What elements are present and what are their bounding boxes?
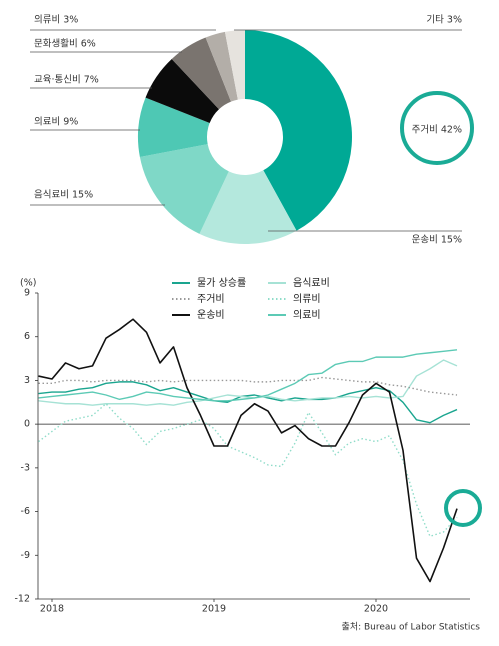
x-tick-label: 2018 [40, 604, 64, 615]
source-note: 출처: Bureau of Labor Statistics [342, 621, 481, 633]
pie-slice [145, 59, 219, 124]
pie-slice [245, 30, 352, 231]
slice-label: 문화생활비 6% [34, 38, 96, 50]
legend-label: 음식료비 [293, 277, 330, 289]
series-line [38, 376, 458, 396]
legend-label: 의류비 [293, 293, 321, 305]
pie-slice [199, 170, 297, 245]
x-tick-label: 2020 [364, 604, 388, 615]
pie-slice [224, 30, 245, 100]
series-line [38, 403, 458, 538]
y-tick-label: 9 [24, 288, 30, 299]
series-line [38, 381, 458, 424]
highlight-ring [400, 91, 474, 165]
y-tick-label: 6 [24, 331, 30, 342]
y-tick-label: -6 [21, 506, 30, 517]
legend-label: 의료비 [293, 309, 321, 321]
highlight-ring [444, 489, 482, 527]
slice-label: 기타 3% [426, 15, 462, 26]
series-line [38, 318, 458, 583]
x-tick-label: 2019 [202, 604, 226, 615]
series-line [38, 349, 458, 402]
slice-label: 교육·통신비 7% [34, 75, 99, 86]
pie-slice [137, 97, 210, 158]
pie-slice [171, 37, 232, 110]
y-tick-label: 3 [24, 375, 30, 386]
slice-label: 의료비 9% [34, 117, 78, 128]
slice-label: 음식료비 15% [34, 190, 93, 201]
series-line [38, 359, 458, 406]
slice-label: 의류비 3% [34, 15, 78, 26]
y-tick-label: 0 [24, 419, 30, 430]
y-tick-label: -3 [21, 462, 30, 473]
y-tick-label: -9 [21, 550, 30, 561]
legend-label: 주거비 [197, 293, 225, 305]
y-tick-label: -12 [14, 594, 30, 605]
legend-label: 물가 상승률 [197, 277, 246, 289]
slice-label: 운송비 15% [412, 235, 462, 246]
y-axis-label: (%) [20, 278, 36, 289]
legend-label: 운송비 [197, 309, 225, 321]
pie-slice [139, 144, 229, 234]
slice-label: 주거비 42% [412, 125, 462, 136]
pie-slice [205, 31, 238, 102]
